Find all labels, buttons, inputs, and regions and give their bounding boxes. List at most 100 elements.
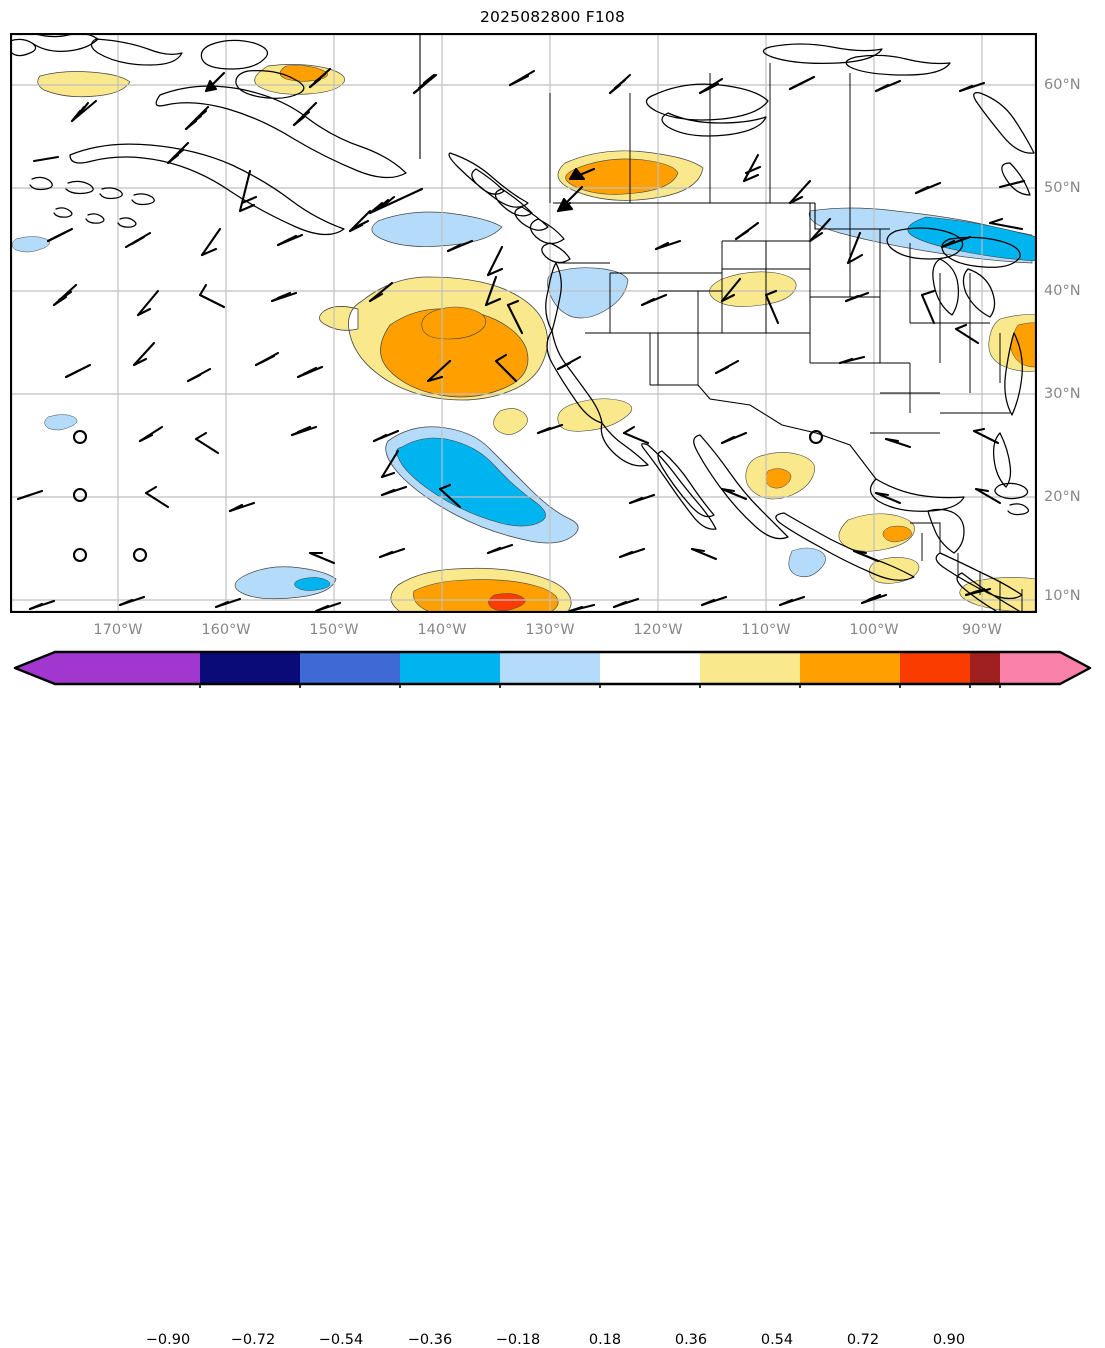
wind-barb	[368, 281, 394, 303]
contour-baja-warm	[557, 398, 633, 432]
colorbar-tick-label: 0.54	[760, 1332, 794, 1348]
wind-barb	[296, 365, 324, 379]
border-us-mexico	[650, 384, 877, 480]
wind-barb	[884, 437, 912, 449]
colorbar-tick-label: −0.72	[230, 1332, 276, 1348]
wind-barb	[214, 597, 242, 609]
colorbar-segment	[800, 652, 900, 684]
graticule-layer	[10, 33, 1037, 613]
wind-barb	[838, 355, 866, 365]
colorbar-segment	[970, 652, 1000, 684]
wind-barb	[964, 587, 992, 597]
wind-barb	[844, 291, 870, 303]
wind-barb	[348, 209, 372, 233]
contour-bc-coast-warm-core	[565, 158, 679, 195]
wind-barb	[368, 187, 424, 215]
lon-tick-label: 160°W	[201, 622, 251, 638]
colorbar-segment	[900, 652, 970, 684]
lon-tick-label: 150°W	[309, 622, 359, 638]
border-mexico-central	[910, 522, 1023, 613]
map-canvas[interactable]	[10, 33, 1037, 613]
coast-great-lakes	[886, 227, 1021, 318]
wind-barb	[166, 141, 190, 165]
wind-barb	[622, 425, 650, 445]
map-frame	[10, 33, 1037, 613]
wind-barb	[720, 487, 748, 501]
colorbar-segment	[300, 652, 400, 684]
wind-barb	[972, 427, 1000, 445]
lon-tick-label: 110°W	[741, 622, 791, 638]
wind-barb	[640, 293, 668, 307]
wind-barb	[16, 489, 44, 501]
wind-barb	[852, 549, 880, 563]
colorbar-tick-label: −0.90	[145, 1332, 191, 1348]
lat-tick-label: 30°N	[1044, 386, 1081, 402]
wind-barb	[446, 239, 474, 253]
colorbar-tick-label: −0.36	[407, 1332, 453, 1348]
wind-barb	[204, 71, 226, 93]
border-us-canada-east	[814, 203, 890, 230]
colorbar-tick-label: 0.18	[588, 1332, 622, 1348]
wind-barb	[486, 543, 514, 555]
colorbar-tick-label: 0.90	[932, 1332, 966, 1348]
wind-barb	[138, 425, 164, 443]
wind-barb	[874, 79, 902, 93]
colorbar-swatches	[15, 652, 1090, 684]
lat-tick-label: 60°N	[1044, 77, 1081, 93]
wind-barb	[314, 601, 342, 613]
contour-central-america-warm-a-core	[882, 525, 912, 543]
wind-barb	[184, 105, 210, 131]
coast-mexico-south	[775, 512, 915, 581]
coast-caribbean-islands	[994, 482, 1030, 516]
figure-root: 2025082800 F108	[0, 8, 1105, 1348]
wind-barb	[654, 239, 682, 251]
wind-barb	[228, 501, 256, 513]
wind-barb	[920, 289, 936, 325]
wind-barb	[254, 351, 280, 367]
wind-barb	[506, 299, 524, 335]
wind-barb	[568, 603, 596, 613]
lat-tick-label: 40°N	[1044, 283, 1081, 299]
coast-alaska-south	[69, 143, 345, 236]
wind-barb	[874, 491, 902, 505]
contour-mexico-warm-core	[765, 468, 792, 489]
wind-barb	[200, 227, 222, 257]
wind-barb	[136, 289, 160, 317]
wind-barb	[308, 551, 336, 565]
colorbar-canvas[interactable]	[0, 648, 1105, 688]
colorbar-tick-label: 0.72	[846, 1332, 880, 1348]
contour-ne-pacific-warm-core	[421, 306, 487, 340]
wind-barb	[372, 429, 400, 443]
coast-aleutians	[29, 176, 155, 228]
colorbar[interactable]: −0.90 −0.72 −0.54 −0.36 −0.18 0.18 0.36 …	[0, 648, 1105, 1348]
colorbar-outline	[13, 650, 1092, 686]
border-canada-provinces	[549, 63, 851, 203]
wind-barb	[700, 595, 728, 607]
wind-barb	[974, 487, 1002, 505]
colorbar-segment	[500, 652, 600, 684]
wind-barb	[720, 277, 742, 303]
wind-barb	[194, 431, 220, 455]
lon-tick-label: 100°W	[849, 622, 899, 638]
contour-great-lakes-cool-core	[907, 216, 1037, 262]
colorbar-tick-label: −0.18	[495, 1332, 541, 1348]
wind-barb	[144, 485, 170, 509]
wind-barb	[734, 221, 760, 241]
contour-itcz-warm-max	[488, 593, 526, 611]
contour-northern-plains-warm	[709, 271, 797, 307]
wind-barb	[486, 245, 504, 277]
coast-alaska-mainland	[155, 39, 407, 179]
coast-us-east	[1004, 332, 1023, 416]
wind-barb	[380, 485, 408, 497]
colorbar-segment	[700, 652, 800, 684]
colorbar-ticks	[199, 684, 1001, 688]
wind-barb	[556, 185, 584, 213]
wind-barb	[988, 217, 1024, 231]
map-panel[interactable]	[10, 33, 1037, 613]
wind-barb	[378, 547, 406, 559]
coast-siberia-edge	[90, 38, 183, 66]
lon-tick-label: 170°W	[93, 622, 143, 638]
wind-barb	[70, 99, 98, 123]
wind-barb	[788, 179, 812, 205]
lon-tick-label: 120°W	[633, 622, 683, 638]
